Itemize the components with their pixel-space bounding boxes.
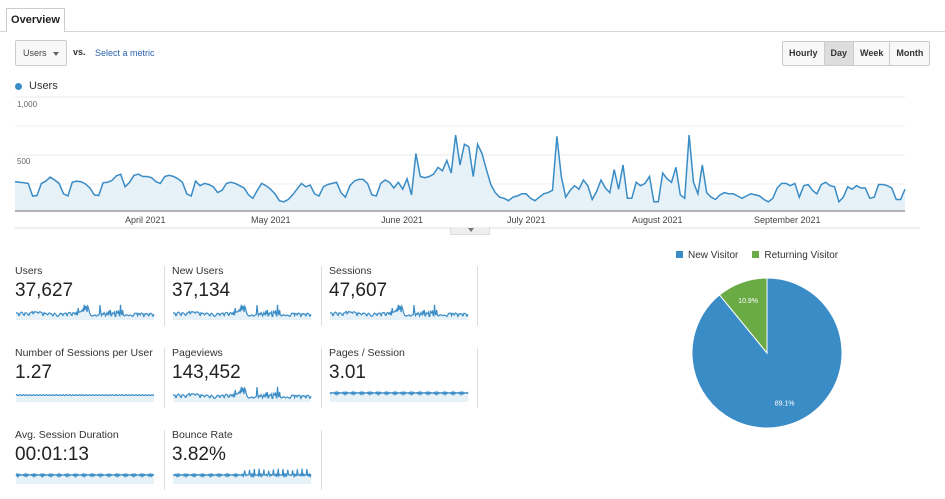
scorecard-number-of-sessions-per-user[interactable]: Number of Sessions per User 1.27 <box>15 347 165 417</box>
pie-legend: New Visitor Returning Visitor <box>676 250 838 261</box>
caret-down-icon <box>468 228 474 232</box>
scorecard-value: 37,627 <box>15 280 74 301</box>
card-separator <box>477 266 478 326</box>
scorecard-avg-session-duration[interactable]: Avg. Session Duration 00:01:13 <box>15 429 165 499</box>
legend-new-visitor[interactable]: New Visitor <box>676 250 738 261</box>
scorecard-pages-session[interactable]: Pages / Session 3.01 <box>329 347 479 417</box>
scorecard-label: New Users <box>172 265 224 277</box>
legend-returning-visitor[interactable]: Returning Visitor <box>752 250 838 261</box>
card-separator <box>321 348 322 408</box>
visitor-pie-chart[interactable]: 89.1% 10.9% <box>690 276 845 431</box>
metric-dropdown-label: Users <box>23 48 47 58</box>
x-tick-july: July 2021 <box>507 215 546 225</box>
scorecard-value: 1.27 <box>15 362 52 383</box>
vs-label: vs. <box>73 47 86 57</box>
sparkline-area <box>16 394 154 402</box>
sparkline-line <box>15 394 155 397</box>
scorecard-label: Users <box>15 265 43 277</box>
tab-divider <box>0 31 945 32</box>
scorecard-label: Sessions <box>329 265 372 277</box>
sparkline <box>172 304 312 320</box>
chart-legend: Users <box>15 80 58 92</box>
legend-label: New Visitor <box>688 250 739 261</box>
hourly-button[interactable]: Hourly <box>783 42 824 65</box>
scorecard-label: Number of Sessions per User <box>15 347 153 359</box>
sparkline <box>15 472 155 484</box>
card-separator <box>164 266 165 326</box>
week-button[interactable]: Week <box>853 42 890 65</box>
y-tick-500: 500 <box>17 157 31 166</box>
scorecard-label: Pageviews <box>172 347 223 359</box>
x-tick-april: April 2021 <box>125 215 166 225</box>
scorecard-new-users[interactable]: New Users 37,134 <box>172 265 322 335</box>
card-separator <box>164 348 165 408</box>
scorecard-value: 3.82% <box>172 444 226 465</box>
sparkline-line <box>172 304 312 318</box>
card-separator <box>321 430 322 490</box>
sparkline-area <box>330 392 468 402</box>
scorecard-users[interactable]: Users 37,627 <box>15 265 165 335</box>
legend-label: Returning Visitor <box>764 250 839 261</box>
pie-slice-returning-visitor[interactable] <box>718 277 768 355</box>
swatch-icon <box>676 251 683 258</box>
card-separator <box>477 348 478 408</box>
sparkline-line <box>329 390 469 397</box>
x-tick-september: September 2021 <box>754 215 821 225</box>
pie-slice-label: 89.1% <box>775 400 795 407</box>
month-button[interactable]: Month <box>889 42 930 65</box>
sparkline <box>15 304 155 320</box>
sparkline-line <box>15 304 155 318</box>
swatch-icon <box>752 251 760 258</box>
collapse-chart-handle[interactable] <box>450 227 490 235</box>
legend-label: Users <box>29 80 58 92</box>
sparkline <box>15 394 155 402</box>
scorecard-label: Avg. Session Duration <box>15 429 119 441</box>
sparkline-line <box>172 386 312 400</box>
scorecard-value: 00:01:13 <box>15 444 89 465</box>
sparkline <box>172 386 312 402</box>
scorecard-label: Bounce Rate <box>172 429 233 441</box>
sparkline <box>173 468 312 484</box>
select-metric-link[interactable]: Select a metric <box>95 48 155 58</box>
pie-slice-label: 10.9% <box>738 298 758 305</box>
sparkline-line <box>329 304 469 318</box>
metric-dropdown[interactable]: Users <box>15 40 67 66</box>
scorecard-value: 37,134 <box>172 280 231 301</box>
scorecard-value: 143,452 <box>172 362 241 383</box>
x-tick-may: May 2021 <box>251 215 291 225</box>
scorecard-value: 47,607 <box>329 280 388 301</box>
sparkline <box>329 390 469 402</box>
sparkline-line <box>173 468 312 479</box>
sparkline <box>329 304 469 320</box>
legend-dot-icon <box>15 82 22 90</box>
users-line <box>14 134 906 204</box>
card-separator <box>164 430 165 490</box>
card-separator <box>321 266 322 326</box>
users-line-chart[interactable]: 1,000 500 April 2021 May 2021 June 2021 … <box>0 90 945 230</box>
granularity-buttons: Hourly Day Week Month <box>782 41 931 66</box>
scorecard-value: 3.01 <box>329 362 366 383</box>
scorecard-label: Pages / Session <box>329 347 405 359</box>
users-area <box>15 135 905 211</box>
caret-down-icon <box>53 52 59 56</box>
x-tick-august: August 2021 <box>632 215 683 225</box>
day-button[interactable]: Day <box>823 42 854 65</box>
scorecard-bounce-rate[interactable]: Bounce Rate 3.82% <box>172 429 322 499</box>
sparkline-line <box>15 472 155 479</box>
scorecard-sessions[interactable]: Sessions 47,607 <box>329 265 479 335</box>
y-tick-1000: 1,000 <box>17 100 38 109</box>
x-tick-june: June 2021 <box>381 215 423 225</box>
tab-overview[interactable]: Overview <box>6 8 65 32</box>
scorecard-pageviews[interactable]: Pageviews 143,452 <box>172 347 322 417</box>
